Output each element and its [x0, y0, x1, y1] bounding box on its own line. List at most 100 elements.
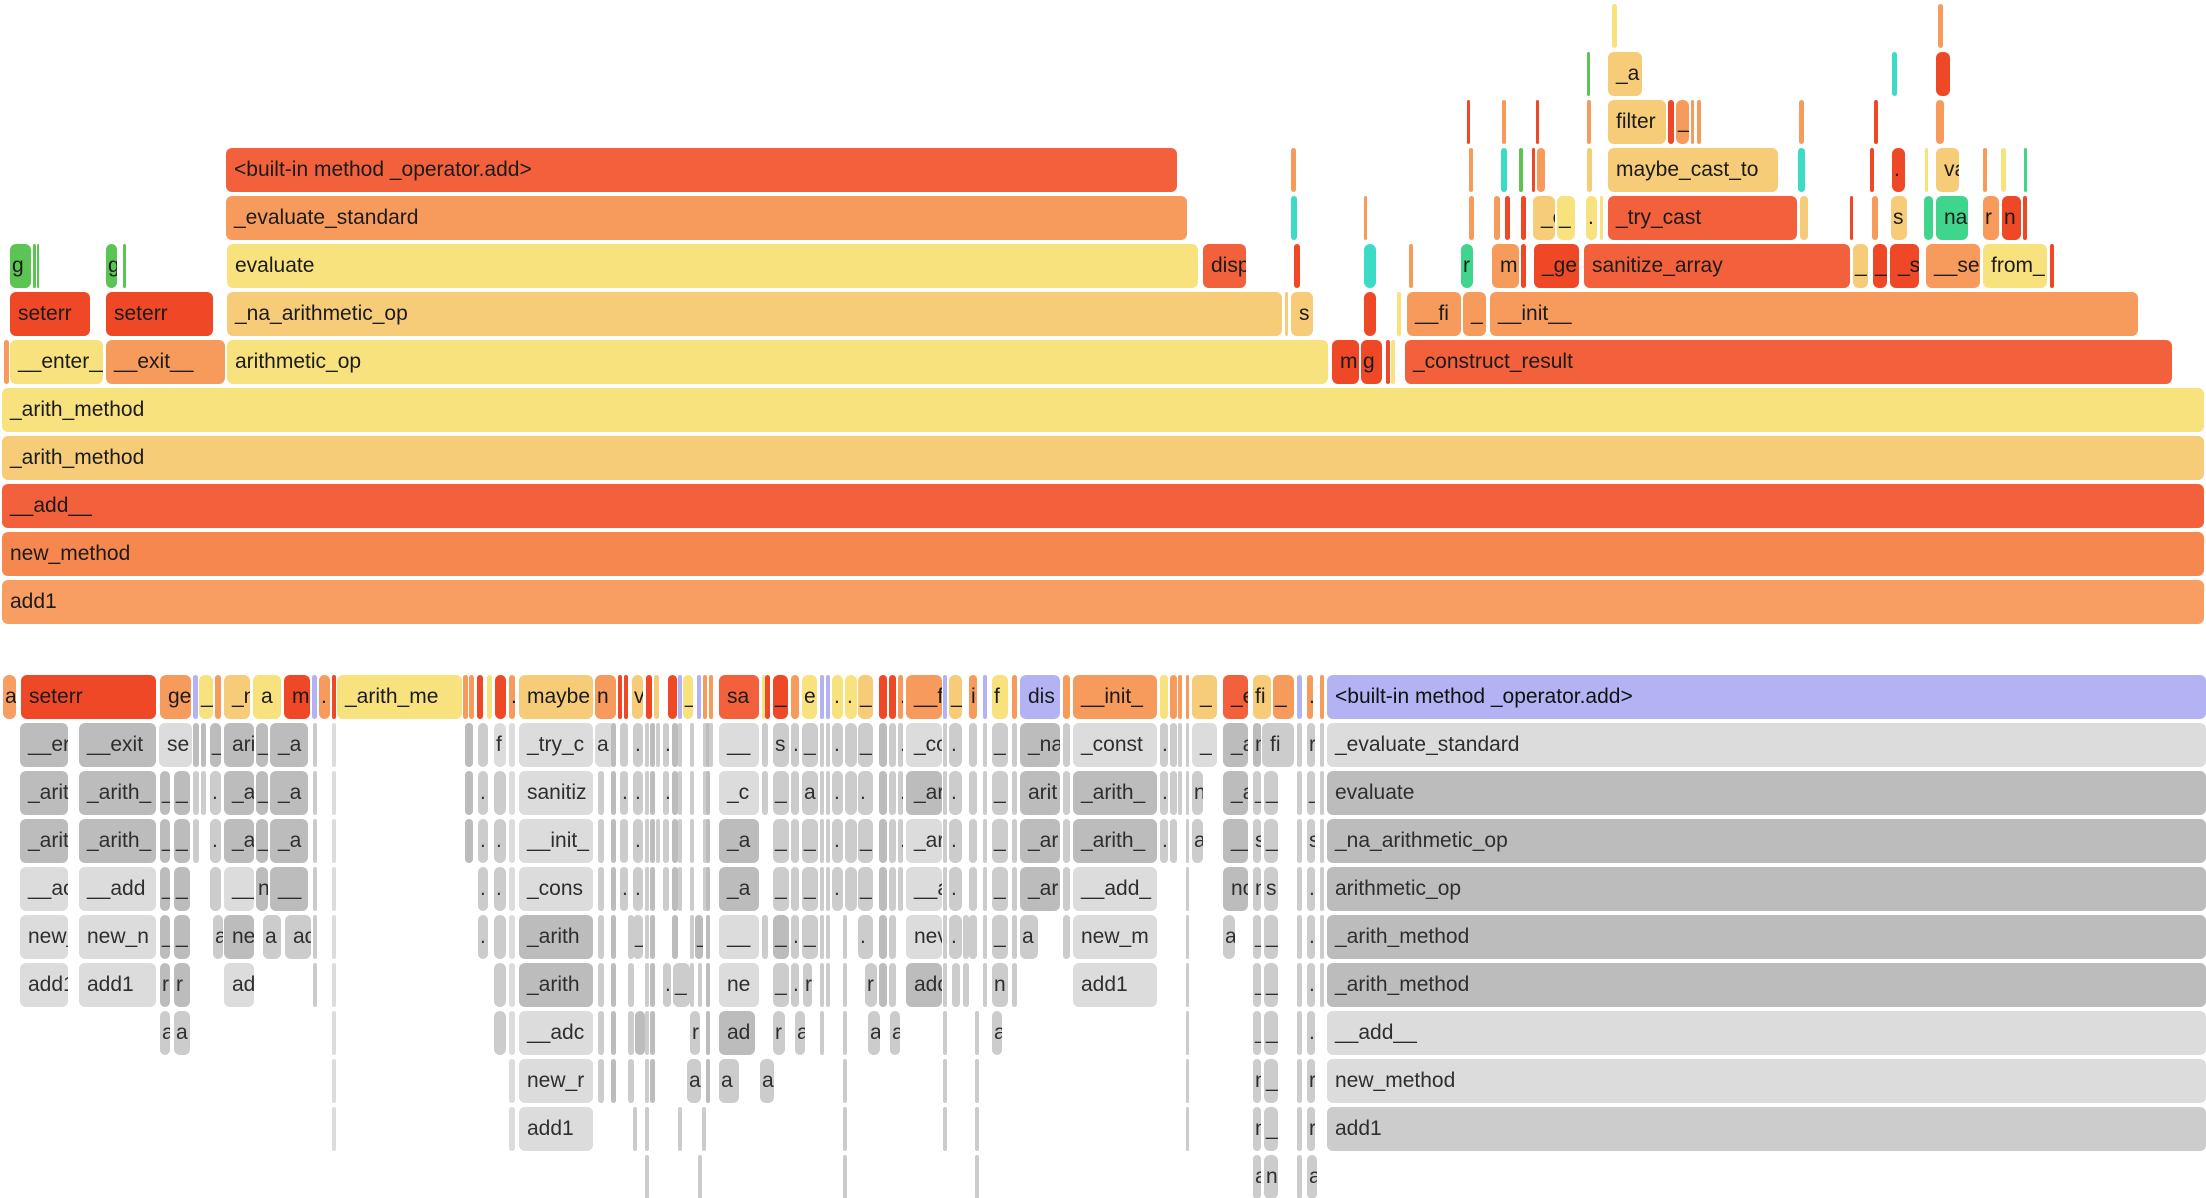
flame-frame-seterr[interactable]: seterr: [10, 292, 90, 336]
flame-frame[interactable]: [332, 675, 336, 719]
flame-frame-f[interactable]: f: [494, 723, 506, 767]
flame-frame[interactable]: [123, 244, 126, 288]
flame-frame[interactable]: [1012, 771, 1017, 815]
flame-frame-[interactable]: .: [319, 675, 330, 719]
flame-frame-[interactable]: _: [1253, 963, 1261, 1007]
flame-frame-[interactable]: _: [773, 819, 789, 863]
flame-frame-[interactable]: _: [174, 867, 190, 911]
flame-frame-[interactable]: .: [949, 771, 962, 815]
flame-frame[interactable]: [703, 675, 707, 719]
flame-frame[interactable]: [1186, 819, 1189, 863]
flame-frame[interactable]: [889, 819, 896, 863]
flame-frame-[interactable]: .: [633, 771, 643, 815]
flame-frame-maybe-cast-to[interactable]: maybe_cast_to: [1608, 148, 1778, 192]
flame-frame[interactable]: [478, 723, 488, 767]
flame-frame-r[interactable]: r: [1307, 1107, 1315, 1151]
flame-frame-a[interactable]: _a: [270, 723, 308, 767]
flame-frame[interactable]: [706, 867, 710, 911]
flame-frame-sanitiz[interactable]: sanitiz: [519, 771, 593, 815]
flame-frame[interactable]: [650, 867, 655, 911]
flame-frame[interactable]: [1521, 196, 1526, 240]
flame-frame-[interactable]: .: [478, 819, 488, 863]
flame-frame[interactable]: [1320, 915, 1324, 959]
flame-frame-a[interactable]: a: [719, 1059, 739, 1103]
flame-frame[interactable]: [465, 819, 473, 863]
flame-frame-r[interactable]: r: [174, 963, 190, 1007]
flame-frame-arit[interactable]: _arit: [20, 771, 68, 815]
flame-frame-[interactable]: _: [256, 723, 268, 767]
flame-frame-new-r[interactable]: new_r: [519, 1059, 593, 1103]
flame-frame[interactable]: [650, 963, 655, 1007]
flame-frame-[interactable]: .: [1892, 148, 1905, 192]
flame-frame[interactable]: [509, 771, 515, 815]
flame-frame[interactable]: [332, 1059, 336, 1103]
flame-frame-[interactable]: _: [802, 915, 818, 959]
flame-frame[interactable]: [1320, 963, 1324, 1007]
flame-frame-a[interactable]: _a: [1223, 723, 1248, 767]
flame-frame[interactable]: [628, 1011, 634, 1055]
flame-frame[interactable]: [494, 963, 506, 1007]
selected-frame[interactable]: <built-in method _operator.add>: [1327, 675, 2206, 719]
flame-frame[interactable]: [1386, 340, 1390, 384]
flame-frame[interactable]: [879, 675, 887, 719]
flame-frame-construct-result[interactable]: _construct_result: [1405, 340, 2172, 384]
flame-frame-[interactable]: .: [1307, 963, 1315, 1007]
flame-frame[interactable]: [762, 915, 768, 959]
flame-frame[interactable]: [791, 675, 799, 719]
flame-frame[interactable]: [983, 867, 987, 911]
flame-frame-a[interactable]: a: [760, 1059, 774, 1103]
flame-frame-e[interactable]: _e: [1533, 196, 1555, 240]
flame-frame[interactable]: [952, 963, 960, 1007]
flame-frame[interactable]: [969, 915, 977, 959]
flame-frame[interactable]: [690, 771, 694, 815]
flame-frame-er[interactable]: __er: [20, 723, 68, 767]
flame-frame-a[interactable]: a: [1192, 819, 1203, 863]
flame-frame[interactable]: [943, 867, 947, 911]
flame-frame-[interactable]: _: [1557, 196, 1575, 240]
flame-frame[interactable]: [1874, 100, 1878, 144]
flame-frame[interactable]: [465, 771, 473, 815]
flame-frame[interactable]: [820, 1011, 824, 1055]
flame-frame[interactable]: [943, 1011, 947, 1055]
flame-frame-dis[interactable]: dis: [1020, 675, 1060, 719]
flame-frame-[interactable]: .: [663, 963, 671, 1007]
flame-frame[interactable]: [201, 723, 206, 767]
flame-frame[interactable]: [1587, 148, 1592, 192]
flame-frame[interactable]: [1186, 1107, 1189, 1151]
flame-frame-co[interactable]: _co: [906, 723, 942, 767]
flame-frame-add[interactable]: __add_: [1073, 867, 1157, 911]
flame-frame[interactable]: [703, 867, 707, 911]
flame-frame[interactable]: [706, 771, 710, 815]
flame-frame[interactable]: [645, 771, 649, 815]
flame-frame-r[interactable]: r: [1983, 196, 1999, 240]
flame-frame-[interactable]: _: [858, 723, 873, 767]
flame-frame-[interactable]: _: [802, 819, 818, 863]
flame-frame-a[interactable]: _a: [719, 819, 759, 863]
flame-frame[interactable]: [1186, 915, 1189, 959]
flame-frame[interactable]: [33, 244, 36, 288]
flame-frame[interactable]: [663, 867, 669, 911]
flame-frame[interactable]: [889, 915, 896, 959]
flame-frame[interactable]: [650, 723, 655, 767]
flame-frame-n[interactable]: n: [1253, 867, 1261, 911]
flame-frame[interactable]: [1925, 148, 1928, 192]
flame-frame[interactable]: [656, 819, 660, 863]
flame-frame[interactable]: [494, 771, 506, 815]
flame-frame[interactable]: [332, 723, 336, 767]
flame-frame[interactable]: [826, 675, 830, 719]
flame-frame[interactable]: [889, 867, 896, 911]
flame-frame-[interactable]: _: [1192, 675, 1217, 719]
flame-frame[interactable]: [1691, 100, 1694, 144]
flame-frame-evaluate-standard[interactable]: _evaluate_standard: [1327, 723, 2206, 767]
flame-frame-[interactable]: .: [791, 723, 799, 767]
flame-frame[interactable]: [765, 675, 770, 719]
flame-frame-a[interactable]: a: [3, 675, 16, 719]
flame-frame[interactable]: [1170, 771, 1177, 815]
flame-frame[interactable]: [1872, 196, 1878, 240]
flame-frame[interactable]: [845, 819, 857, 863]
flame-frame-g[interactable]: g: [10, 244, 31, 288]
flame-frame-[interactable]: .: [832, 819, 843, 863]
flame-frame-a[interactable]: a: [253, 675, 281, 719]
flame-frame[interactable]: [509, 1059, 515, 1103]
flame-frame[interactable]: [791, 867, 799, 911]
